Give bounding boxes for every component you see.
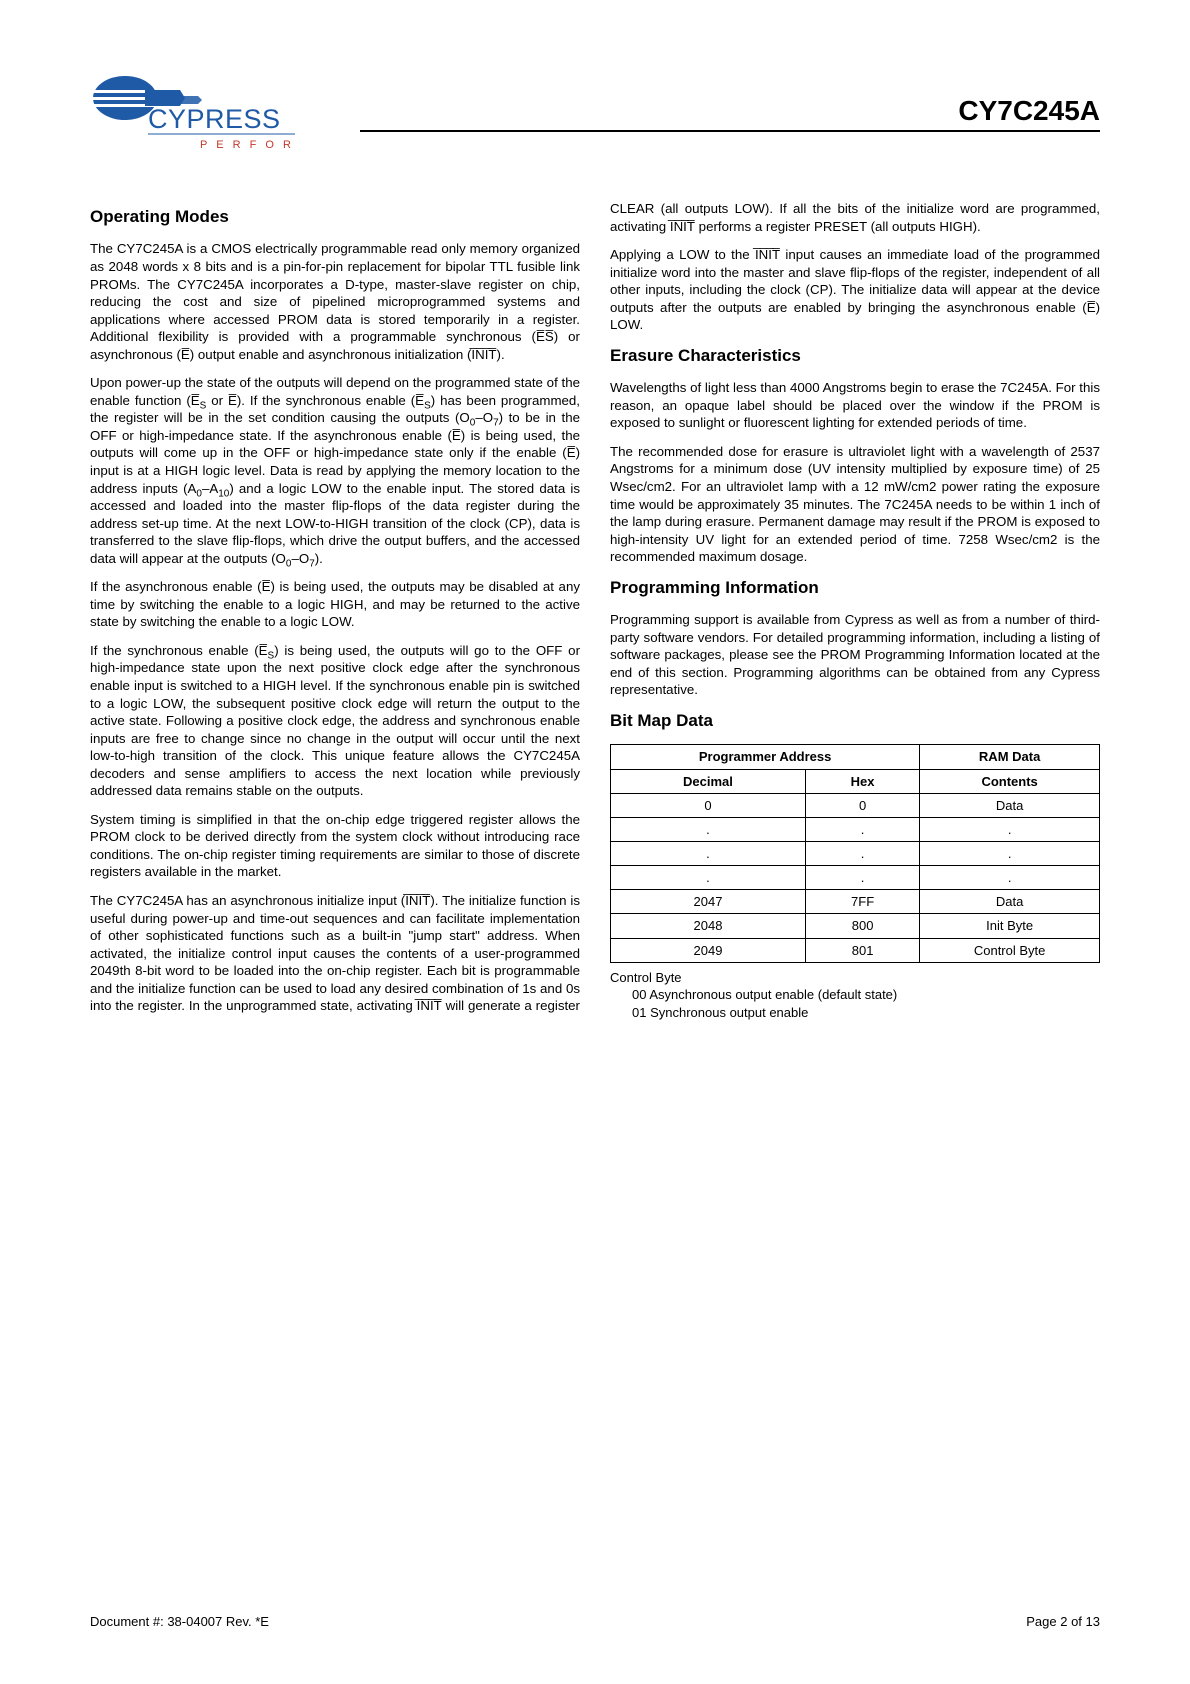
page-header: CYPRESS P E R F O R M CY7C245A (90, 70, 1100, 155)
control-byte-00: 00 Asynchronous output enable (default s… (610, 986, 1100, 1004)
header-rule (360, 130, 1100, 132)
footer-page: Page 2 of 13 (1026, 1614, 1100, 1629)
table-cell: 801 (805, 938, 919, 962)
table-row: ... (611, 841, 1100, 865)
th-programmer-address: Programmer Address (611, 745, 920, 769)
body-content: Operating Modes The CY7C245A is a CMOS e… (90, 200, 1100, 1021)
th-ram-data: RAM Data (920, 745, 1100, 769)
heading-programming: Programming Information (610, 577, 1100, 599)
para: Wavelengths of light less than 4000 Angs… (610, 379, 1100, 432)
para: Upon power-up the state of the outputs w… (90, 374, 580, 567)
table-cell: 7FF (805, 890, 919, 914)
table-row: 2048800Init Byte (611, 914, 1100, 938)
table-row: ... (611, 866, 1100, 890)
para: Programming support is available from Cy… (610, 611, 1100, 699)
para: If the asynchronous enable (E̅) is being… (90, 578, 580, 631)
cypress-logo: CYPRESS P E R F O R M (90, 70, 300, 155)
bitmap-table: Programmer Address RAM Data Decimal Hex … (610, 744, 1100, 962)
para: System timing is simplified in that the … (90, 811, 580, 881)
para: Applying a LOW to the I̅N̅I̅T̅ input cau… (610, 246, 1100, 334)
table-cell: . (920, 841, 1100, 865)
th-contents: Contents (920, 769, 1100, 793)
table-cell: . (805, 817, 919, 841)
footer-doc: Document #: 38-04007 Rev. *E (90, 1614, 269, 1629)
control-byte-01: 01 Synchronous output enable (610, 1004, 1100, 1022)
part-number: CY7C245A (360, 95, 1100, 127)
para: The recommended dose for erasure is ultr… (610, 443, 1100, 566)
table-cell: 2047 (611, 890, 806, 914)
table-cell: 0 (805, 793, 919, 817)
control-byte-label: Control Byte (610, 969, 1100, 987)
para: If the synchronous enable (E̅S) is being… (90, 642, 580, 800)
heading-operating-modes: Operating Modes (90, 206, 580, 228)
table-cell: 2049 (611, 938, 806, 962)
logo-text: CYPRESS (148, 104, 281, 134)
table-row: 20477FFData (611, 890, 1100, 914)
table-row: 2049801Control Byte (611, 938, 1100, 962)
heading-bitmap: Bit Map Data (610, 710, 1100, 732)
logo-subtext: P E R F O R M (200, 139, 300, 151)
table-cell: . (920, 866, 1100, 890)
th-hex: Hex (805, 769, 919, 793)
para: The CY7C245A is a CMOS electrically prog… (90, 240, 580, 363)
heading-erasure: Erasure Characteristics (610, 345, 1100, 367)
table-row: ... (611, 817, 1100, 841)
table-cell: . (611, 866, 806, 890)
table-row: 00Data (611, 793, 1100, 817)
control-byte-notes: Control Byte 00 Asynchronous output enab… (610, 969, 1100, 1022)
th-decimal: Decimal (611, 769, 806, 793)
table-cell: 2048 (611, 914, 806, 938)
table-cell: . (805, 866, 919, 890)
table-cell: . (805, 841, 919, 865)
table-cell: . (920, 817, 1100, 841)
table-cell: . (611, 841, 806, 865)
page-footer: Document #: 38-04007 Rev. *E Page 2 of 1… (90, 1614, 1100, 1629)
table-cell: 800 (805, 914, 919, 938)
table-cell: 0 (611, 793, 806, 817)
table-cell: Data (920, 890, 1100, 914)
table-cell: Data (920, 793, 1100, 817)
table-cell: Control Byte (920, 938, 1100, 962)
table-cell: . (611, 817, 806, 841)
table-cell: Init Byte (920, 914, 1100, 938)
